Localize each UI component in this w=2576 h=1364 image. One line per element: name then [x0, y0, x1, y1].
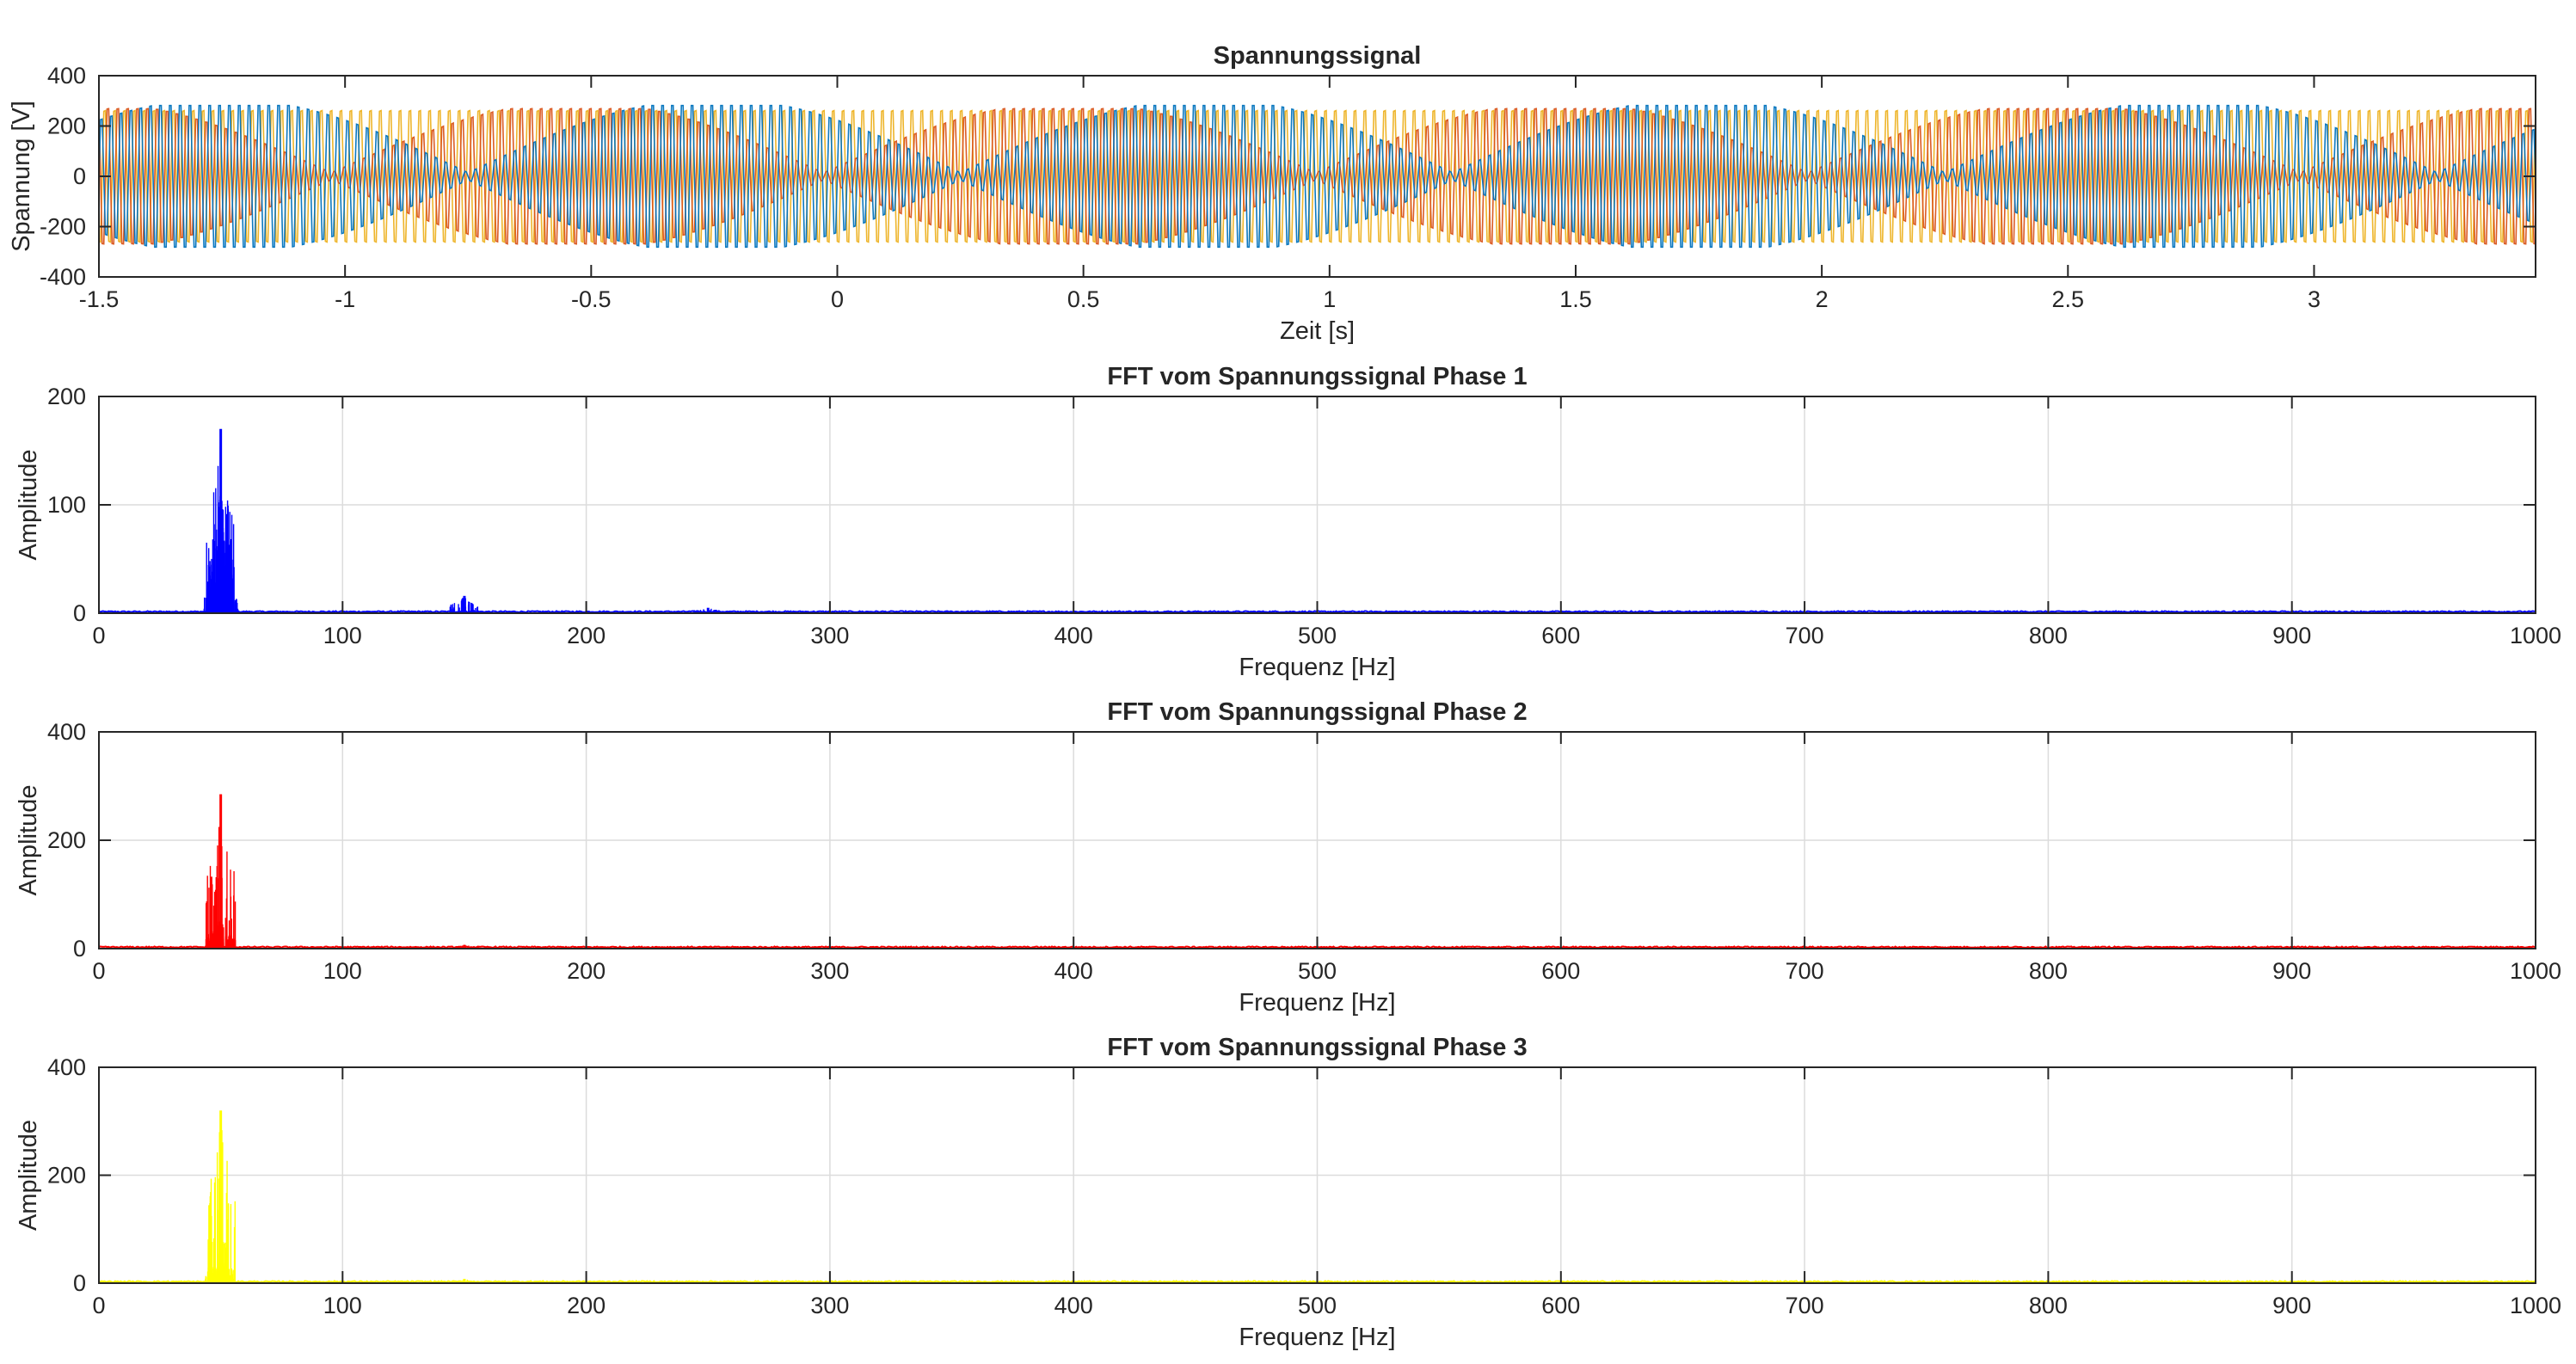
series-line-2: [98, 108, 2536, 245]
chart-title: FFT vom Spannungssignal Phase 1: [1107, 363, 1527, 390]
x-tick-label: 3: [2308, 286, 2321, 312]
y-tick-label: -200: [40, 214, 86, 240]
x-tick-label: 300: [810, 1293, 849, 1318]
x-tick-label: 400: [1054, 1293, 1093, 1318]
chart-title: FFT vom Spannungssignal Phase 3: [1107, 1034, 1527, 1061]
x-tick-label: -1.5: [79, 286, 120, 312]
x-tick-label: -0.5: [571, 286, 612, 312]
x-tick-label: 100: [323, 1293, 362, 1318]
chart-title: Spannungssignal: [1214, 42, 1422, 70]
y-tick-label: 0: [73, 936, 86, 962]
x-tick-label: 800: [2029, 623, 2068, 648]
y-tick-label: 400: [47, 63, 86, 89]
y-axis-label: Amplitude: [15, 1120, 42, 1231]
x-tick-label: -1: [335, 286, 355, 312]
x-tick-label: 300: [810, 623, 849, 648]
x-tick-label: 500: [1298, 958, 1337, 984]
y-tick-label: 0: [73, 600, 86, 626]
x-tick-label: 700: [1786, 958, 1824, 984]
x-tick-label: 1.5: [1559, 286, 1592, 312]
x-tick-label: 0: [831, 286, 844, 312]
x-tick-label: 800: [2029, 1293, 2068, 1318]
x-tick-label: 0: [92, 623, 105, 648]
x-tick-label: 2: [1816, 286, 1829, 312]
x-tick-label: 0: [92, 1293, 105, 1318]
y-tick-label: -400: [40, 264, 86, 290]
y-tick-label: 100: [47, 492, 86, 518]
x-tick-label: 600: [1541, 623, 1580, 648]
x-tick-label: 0: [92, 958, 105, 984]
x-tick-label: 200: [567, 958, 606, 984]
x-tick-label: 400: [1054, 958, 1093, 984]
y-tick-label: 0: [73, 163, 86, 189]
x-tick-label: 0.5: [1067, 286, 1100, 312]
plot-area: [99, 76, 2536, 277]
x-tick-label: 1: [1323, 286, 1336, 312]
x-tick-label: 900: [2272, 958, 2311, 984]
x-tick-label: 100: [323, 958, 362, 984]
chart-panel-4: 0 100 200 300 400 500 600 700 800 900 1000 0 200 400 F…: [15, 1034, 2561, 1351]
x-tick-label: 200: [567, 623, 606, 648]
x-axis-label: Zeit [s]: [1280, 317, 1355, 345]
chart-panel-2: 0 100 200 300 400 500 600 700 800 900 1000 0 100 200 F…: [15, 363, 2561, 681]
x-tick-label: 500: [1298, 1293, 1337, 1318]
y-axis-label: Spannung [V]: [8, 101, 35, 252]
y-tick-label: 200: [47, 827, 86, 853]
y-axis-label: Amplitude: [15, 450, 42, 561]
y-tick-label: 200: [47, 114, 86, 139]
chart-panel-3: 0 100 200 300 400 500 600 700 800 900 1000 0 200 400 F…: [15, 698, 2561, 1017]
x-tick-label: 200: [567, 1293, 606, 1318]
x-tick-label: 1000: [2510, 623, 2561, 648]
time-signal-traces: [98, 104, 2536, 249]
x-axis-label: Frequenz [Hz]: [1239, 989, 1395, 1017]
x-tick-label: 1000: [2510, 1293, 2561, 1318]
x-tick-label: 100: [323, 623, 362, 648]
x-tick-label: 800: [2029, 958, 2068, 984]
x-tick-label: 700: [1786, 1293, 1824, 1318]
y-tick-label: 200: [47, 1163, 86, 1189]
x-tick-label: 300: [810, 958, 849, 984]
y-axis-label: Amplitude: [15, 785, 42, 896]
x-tick-label: 600: [1541, 1293, 1580, 1318]
x-tick-label: 900: [2272, 623, 2311, 648]
series-line-1: [98, 104, 2536, 249]
x-tick-label: 400: [1054, 623, 1093, 648]
y-tick-label: 400: [47, 1054, 86, 1080]
chart-panel-1: -1.5 -1 -0.5 0 0.5 1 1.5 2 2.5 3 -400 -200 0 200 400 Sp…: [8, 42, 2536, 345]
y-tick-label: 0: [73, 1270, 86, 1296]
x-axis-label: Frequenz [Hz]: [1239, 1324, 1395, 1351]
x-axis-label: Frequenz [Hz]: [1239, 654, 1395, 681]
x-tick-label: 700: [1786, 623, 1824, 648]
x-tick-label: 1000: [2510, 958, 2561, 984]
x-tick-label: 600: [1541, 958, 1580, 984]
y-tick-label: 400: [47, 719, 86, 745]
x-tick-label: 2.5: [2052, 286, 2085, 312]
x-tick-label: 900: [2272, 1293, 2311, 1318]
y-tick-label: 200: [47, 384, 86, 409]
chart-title: FFT vom Spannungssignal Phase 2: [1107, 698, 1527, 726]
x-tick-label: 500: [1298, 623, 1337, 648]
